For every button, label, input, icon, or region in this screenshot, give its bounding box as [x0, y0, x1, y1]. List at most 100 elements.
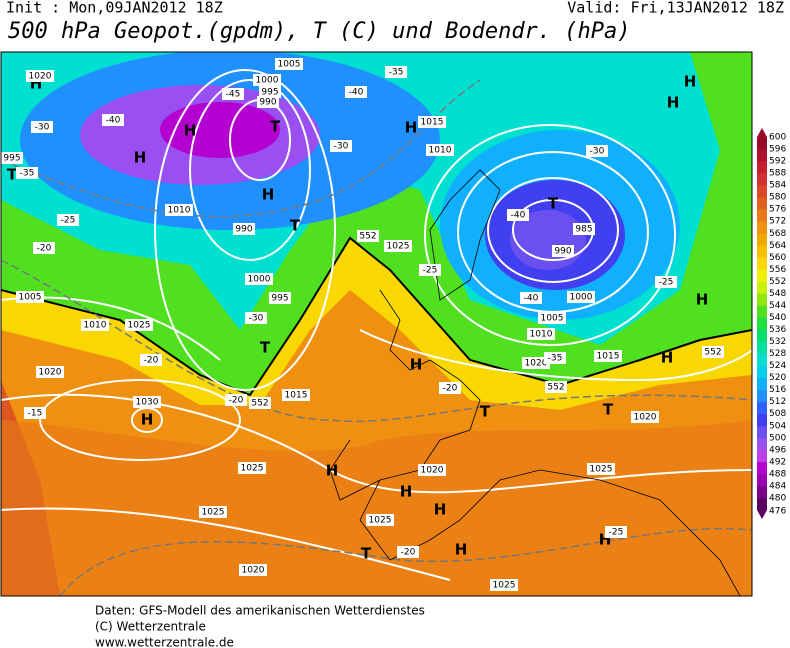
isobar-label-bg [36, 366, 64, 378]
isobar-label: 1010 [429, 146, 452, 156]
isobar-label-bg [81, 319, 109, 331]
colorbar-band [757, 245, 767, 258]
colorbar-band [757, 149, 767, 162]
pressure-center: H [696, 291, 709, 309]
warm-region [1, 420, 752, 596]
init-time: Init : Mon,09JAN2012 18Z [6, 0, 223, 17]
footer-line: Daten: GFS-Modell des amerikanischen Wet… [95, 604, 425, 618]
isobar-label: 1025 [493, 581, 516, 591]
isobar-label: 1020 [525, 359, 548, 369]
colorbar-label: 584 [769, 181, 786, 191]
isobar-label: 1030 [136, 398, 159, 408]
isobar-label: 1025 [128, 321, 151, 331]
colorbar-label: 544 [769, 301, 786, 311]
colorbar-label: 556 [769, 265, 786, 275]
temperature-label-bg [544, 352, 566, 364]
pressure-center: H [184, 122, 197, 140]
pressure-center: H [262, 186, 275, 204]
temperature-label: -20 [37, 244, 52, 254]
colorbar-label: 568 [769, 229, 786, 239]
temperature-label-bg [655, 276, 677, 288]
isobar-label-bg [233, 223, 255, 235]
pressure-center: T [270, 118, 281, 136]
temperature-label-bg [520, 292, 542, 304]
isobar-label-bg [594, 350, 622, 362]
temperature-label-bg [57, 214, 79, 226]
colorbar-band [757, 389, 767, 403]
temperature-label-bg [24, 407, 46, 419]
temperature-label: -40 [524, 294, 539, 304]
isobar-label: 1025 [387, 242, 410, 252]
pressure-center: T [548, 195, 559, 213]
colorbar-label: 540 [769, 313, 786, 323]
isobar-label: 1020 [29, 72, 52, 82]
colorbar-band [757, 185, 767, 198]
isobar-label-bg [573, 223, 595, 235]
isobar-label-bg [253, 74, 281, 86]
temperature-label: -40 [349, 88, 364, 98]
colorbar-band [757, 173, 767, 186]
isobar-label: 985 [575, 225, 592, 235]
isobar-label: 1000 [248, 275, 271, 285]
temperature-label: -15 [28, 409, 43, 419]
pressure-center: H [405, 119, 418, 137]
map-frame [0, 51, 753, 597]
pressure-center: T [260, 339, 271, 357]
temperature-label-bg [16, 167, 38, 179]
colorbar-band [757, 377, 767, 390]
colorbar-label: 572 [769, 217, 786, 227]
isobar-label: 1005 [19, 293, 42, 303]
temperature-label: -20 [144, 356, 159, 366]
temperature-label-bg [330, 140, 352, 152]
colorbar-band [757, 401, 767, 415]
temperature-label-bg [140, 354, 162, 366]
temperature-label: -35 [20, 169, 35, 179]
isobar-label: 1025 [590, 465, 613, 475]
colorbar-arrow [757, 510, 767, 519]
contour-label: 552 [547, 383, 564, 393]
temperature-label: -30 [249, 314, 264, 324]
temperature-label-bg [507, 209, 529, 221]
pressure-center: H [661, 349, 674, 367]
colorbar-band [757, 449, 767, 463]
colorbar-label: 488 [769, 469, 786, 479]
colorbar-label: 580 [769, 193, 786, 203]
pressure-center: H [684, 73, 697, 91]
pressure-center: H [455, 541, 468, 559]
contour-label: 552 [704, 348, 721, 358]
colorbar-label: 504 [769, 421, 786, 431]
isobar-label-bg [245, 273, 273, 285]
colorbar-label: 576 [769, 205, 786, 215]
isobar-label-bg [418, 464, 446, 476]
isobar-label-bg [133, 396, 161, 408]
isobar-label: 1025 [369, 516, 392, 526]
isobar-label: 1005 [541, 314, 564, 324]
colorbar-label: 500 [769, 433, 786, 443]
colorbar-band [757, 137, 767, 150]
temperature-label: -40 [511, 211, 526, 221]
contour-label-bg [702, 346, 724, 358]
colorbar-label: 528 [769, 349, 786, 359]
isobar-label: 1020 [634, 413, 657, 423]
colorbar-band [757, 473, 767, 487]
temperature-label-bg [586, 145, 608, 157]
isobar-label-bg [418, 116, 446, 128]
isobar-label-bg [165, 204, 193, 216]
colorbar-arrow [757, 128, 767, 137]
isobar-label: 1015 [421, 118, 444, 128]
pressure-center: T [480, 403, 491, 421]
isobar-label: 995 [271, 294, 288, 304]
temperature-label-bg [397, 546, 419, 558]
isobar-label: 1020 [421, 466, 444, 476]
temperature-label-bg [439, 382, 461, 394]
isobar-label-bg [275, 58, 303, 70]
colorbar-band [757, 425, 767, 439]
temperature-label-bg [245, 312, 267, 324]
temperature-label: -35 [548, 354, 563, 364]
isobar-label-bg [426, 144, 454, 156]
temperature-label-bg [33, 242, 55, 254]
isobar-label-bg [631, 411, 659, 423]
temperature-label: -45 [226, 90, 241, 100]
footer-line: (C) Wetterzentrale [95, 620, 206, 634]
